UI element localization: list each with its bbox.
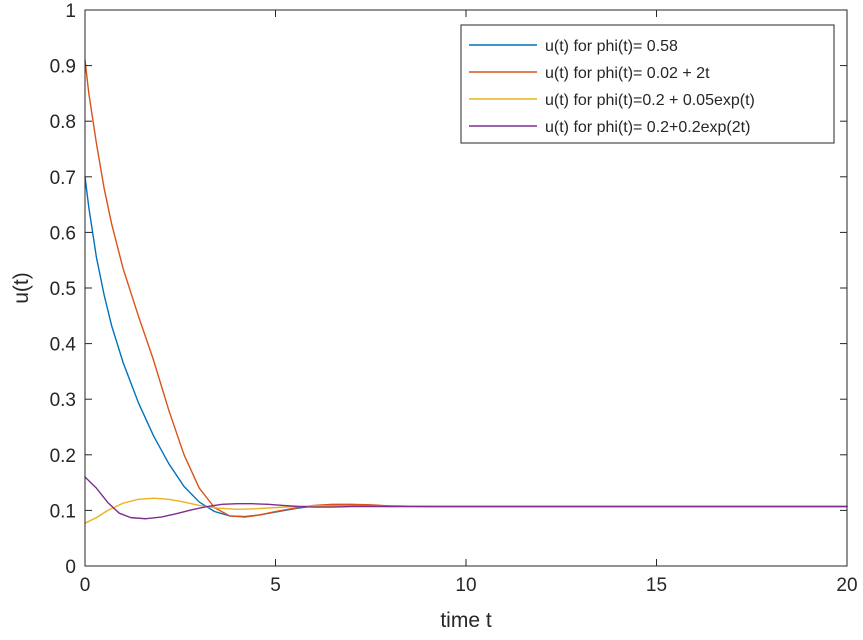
- legend: u(t) for phi(t)= 0.58 u(t) for phi(t)= 0.…: [460, 24, 835, 144]
- x-tick-label: 15: [646, 575, 667, 596]
- x-axis-label: time t: [440, 609, 492, 632]
- legend-label-1: u(t) for phi(t)= 0.58: [545, 38, 678, 55]
- x-tick-label: 5: [270, 575, 281, 596]
- y-tick-label: 1: [65, 1, 76, 22]
- x-tick-label: 10: [455, 575, 476, 596]
- axes-box: [84, 9, 848, 567]
- x-tick-label: 20: [836, 575, 857, 596]
- legend-items: u(t) for phi(t)= 0.58 u(t) for phi(t)= 0.…: [469, 38, 755, 136]
- legend-label-2: u(t) for phi(t)= 0.02 + 2t: [545, 65, 710, 82]
- y-tick-label: 0.6: [50, 223, 76, 244]
- y-axis-label: u(t): [10, 272, 33, 304]
- y-tick-label: 0.2: [50, 446, 76, 467]
- legend-label-3: u(t) for phi(t)=0.2 + 0.05exp(t): [545, 92, 755, 109]
- y-tick-label: 0.1: [50, 501, 76, 522]
- y-tick-label: 0.9: [50, 57, 76, 78]
- y-tick-label: 0.4: [50, 335, 77, 356]
- y-tick-label: 0: [65, 557, 76, 578]
- y-tick-label: 0.7: [50, 168, 76, 189]
- y-tick-label: 0.3: [50, 390, 76, 411]
- y-tick-label: 0.5: [50, 279, 76, 300]
- series-group: [84, 59, 848, 524]
- legend-label-4: u(t) for phi(t)= 0.2+0.2exp(2t): [545, 119, 750, 136]
- series-line-4: [84, 476, 848, 520]
- y-tick-label: 0.8: [50, 112, 76, 133]
- x-tick-label: 0: [80, 575, 91, 596]
